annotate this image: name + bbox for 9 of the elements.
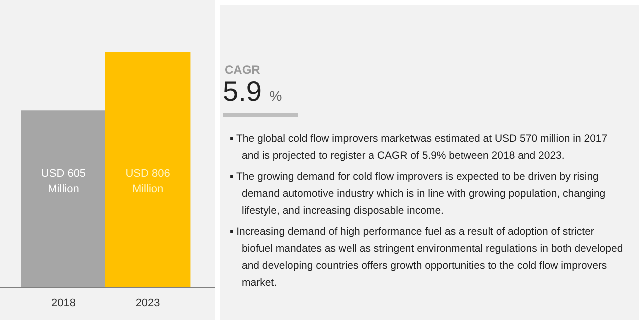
data-label: USD 806 Million xyxy=(126,168,170,196)
text: ▪ Increasing demand of high performance fuel as a result of adoption of stricter biofuel mandates as well as stringent environmental regulations in both developed and developing countries offers growth opportunities to the cold flow improvers market. xyxy=(229,225,624,291)
x-tick-label: 2018 xyxy=(52,298,76,310)
text: 5.9 % xyxy=(223,76,284,109)
x-tick-label: 2023 xyxy=(136,298,160,310)
data-label: USD 605 Million xyxy=(41,168,86,196)
text: ▪ The growing demand for cold flow improvers is expected to be driven by rising demand automotive industry which is in line with growing population, changing lifestyle, and increasing disposable income. xyxy=(229,170,607,219)
text: ▪ The global cold flow improvers marketwas estimated at USD 570 million in 2017 and is projected to register a CAGR of 5.9% between 2018 and 2023. xyxy=(229,132,609,164)
text: CAGR xyxy=(225,63,262,77)
